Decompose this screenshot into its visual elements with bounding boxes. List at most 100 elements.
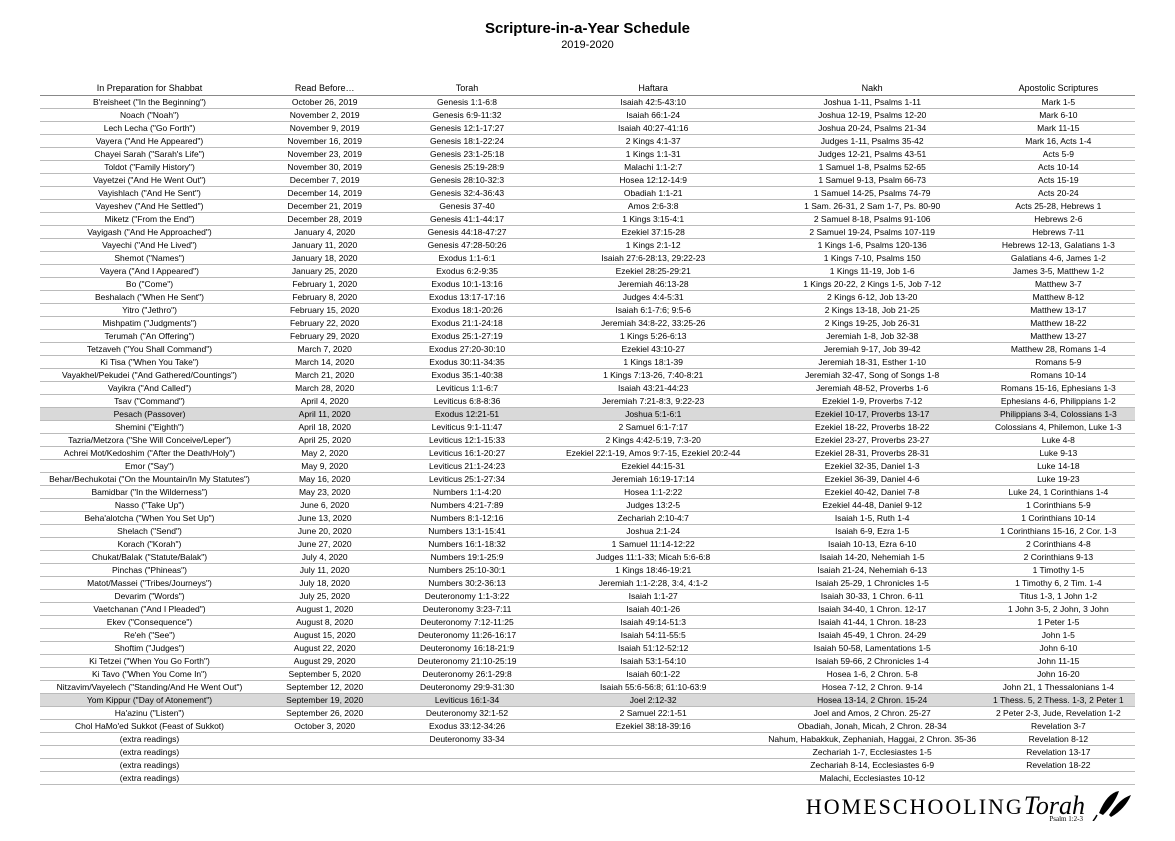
table-cell: Ezekiel 10-17, Proverbs 13-17 bbox=[763, 408, 982, 421]
table-cell: 1 Kings 1:1-31 bbox=[544, 148, 763, 161]
table-row: Shelach ("Send")June 20, 2020Numbers 13:… bbox=[40, 525, 1135, 538]
table-cell: September 12, 2020 bbox=[259, 681, 390, 694]
table-cell: Beha'alotcha ("When You Set Up") bbox=[40, 512, 259, 525]
table-cell: Hosea 1:1-2:22 bbox=[544, 486, 763, 499]
table-cell: Exodus 18:1-20:26 bbox=[390, 304, 543, 317]
table-cell: Exodus 6:2-9:35 bbox=[390, 265, 543, 278]
table-cell: Ezekiel 32-35, Daniel 1-3 bbox=[763, 460, 982, 473]
table-cell: Isaiah 25-29, 1 Chronicles 1-5 bbox=[763, 577, 982, 590]
table-cell: Leviticus 25:1-27:34 bbox=[390, 473, 543, 486]
table-cell: September 5, 2020 bbox=[259, 668, 390, 681]
table-cell bbox=[982, 772, 1135, 785]
table-cell: June 20, 2020 bbox=[259, 525, 390, 538]
table-cell: Isaiah 66:1-24 bbox=[544, 109, 763, 122]
table-cell: 2 Kings 6-12, Job 13-20 bbox=[763, 291, 982, 304]
table-cell: February 22, 2020 bbox=[259, 317, 390, 330]
table-cell: Deuteronomy 7:12-11:25 bbox=[390, 616, 543, 629]
table-cell: June 13, 2020 bbox=[259, 512, 390, 525]
table-cell: Deuteronomy 21:10-25:19 bbox=[390, 655, 543, 668]
table-row: Yom Kippur ("Day of Atonement")September… bbox=[40, 694, 1135, 707]
table-cell: Vayetzei ("And He Went Out") bbox=[40, 174, 259, 187]
table-row: Matot/Massei ("Tribes/Journeys")July 18,… bbox=[40, 577, 1135, 590]
table-row: B'reisheet ("In the Beginning")October 2… bbox=[40, 96, 1135, 109]
table-cell: Matthew 28, Romans 1-4 bbox=[982, 343, 1135, 356]
table-cell: June 27, 2020 bbox=[259, 538, 390, 551]
table-cell: Vayera ("And I Appeared") bbox=[40, 265, 259, 278]
table-cell: Pesach (Passover) bbox=[40, 408, 259, 421]
table-header-row: In Preparation for Shabbat Read Before… … bbox=[40, 81, 1135, 96]
table-cell bbox=[259, 772, 390, 785]
table-cell: Judges 13:2-5 bbox=[544, 499, 763, 512]
table-cell: 1 Corinthians 5-9 bbox=[982, 499, 1135, 512]
table-row: Shemot ("Names")January 18, 2020Exodus 1… bbox=[40, 252, 1135, 265]
table-cell: Acts 10-14 bbox=[982, 161, 1135, 174]
table-cell: Leviticus 12:1-15:33 bbox=[390, 434, 543, 447]
table-cell: Amos 2:6-3:8 bbox=[544, 200, 763, 213]
table-cell: Isaiah 40:1-26 bbox=[544, 603, 763, 616]
table-cell: Isaiah 14-20, Nehemiah 1-5 bbox=[763, 551, 982, 564]
table-cell: Isaiah 45-49, 1 Chron. 24-29 bbox=[763, 629, 982, 642]
table-row: Vaetchanan ("And I Pleaded")August 1, 20… bbox=[40, 603, 1135, 616]
table-cell: 1 Timothy 1-5 bbox=[982, 564, 1135, 577]
table-cell: Hebrews 12-13, Galatians 1-3 bbox=[982, 239, 1135, 252]
table-row: Behar/Bechukotai ("On the Mountain/In My… bbox=[40, 473, 1135, 486]
table-cell: Joshua 2:1-24 bbox=[544, 525, 763, 538]
table-row: Yitro ("Jethro")February 15, 2020Exodus … bbox=[40, 304, 1135, 317]
table-cell: Joshua 20-24, Psalms 21-34 bbox=[763, 122, 982, 135]
table-cell: Isaiah 1-5, Ruth 1-4 bbox=[763, 512, 982, 525]
table-cell: Jeremiah 1:1-2:28, 3:4, 4:1-2 bbox=[544, 577, 763, 590]
table-row: Ki Tavo ("When You Come In")September 5,… bbox=[40, 668, 1135, 681]
table-cell: Terumah ("An Offering") bbox=[40, 330, 259, 343]
table-cell: Mark 6-10 bbox=[982, 109, 1135, 122]
table-cell: July 11, 2020 bbox=[259, 564, 390, 577]
table-cell: December 14, 2019 bbox=[259, 187, 390, 200]
table-cell: John 1-5 bbox=[982, 629, 1135, 642]
table-cell: Isaiah 43:21-44:23 bbox=[544, 382, 763, 395]
table-row: Nitzavim/Vayelech ("Standing/And He Went… bbox=[40, 681, 1135, 694]
table-cell: March 7, 2020 bbox=[259, 343, 390, 356]
table-cell: September 19, 2020 bbox=[259, 694, 390, 707]
table-row: Ki Tetzei ("When You Go Forth")August 29… bbox=[40, 655, 1135, 668]
table-cell: Mark 11-15 bbox=[982, 122, 1135, 135]
table-cell: Luke 14-18 bbox=[982, 460, 1135, 473]
table-cell: Luke 19-23 bbox=[982, 473, 1135, 486]
table-cell: 1 Sam. 26-31, 2 Sam 1-7, Ps. 80-90 bbox=[763, 200, 982, 213]
table-cell: Vayera ("And He Appeared") bbox=[40, 135, 259, 148]
table-cell: August 8, 2020 bbox=[259, 616, 390, 629]
table-cell: Jeremiah 9-17, Job 39-42 bbox=[763, 343, 982, 356]
table-cell: Lech Lecha ("Go Forth") bbox=[40, 122, 259, 135]
table-row: (extra readings)Zechariah 1-7, Ecclesias… bbox=[40, 746, 1135, 759]
table-cell: (extra readings) bbox=[40, 733, 259, 746]
table-row: Vayechi ("And He Lived")January 11, 2020… bbox=[40, 239, 1135, 252]
table-cell: 2 Corinthians 9-13 bbox=[982, 551, 1135, 564]
table-cell: 2 Kings 13-18, Job 21-25 bbox=[763, 304, 982, 317]
table-cell bbox=[544, 733, 763, 746]
table-cell: 2 Samuel 19-24, Psalms 107-119 bbox=[763, 226, 982, 239]
table-cell: Vaetchanan ("And I Pleaded") bbox=[40, 603, 259, 616]
table-row: Beha'alotcha ("When You Set Up")June 13,… bbox=[40, 512, 1135, 525]
col-nakh: Nakh bbox=[763, 81, 982, 96]
table-cell: Shemini ("Eighth") bbox=[40, 421, 259, 434]
table-cell: August 15, 2020 bbox=[259, 629, 390, 642]
table-cell: Vayigash ("And He Approached") bbox=[40, 226, 259, 239]
logo-text: HOMESCHOOLING bbox=[806, 794, 1024, 819]
table-cell: Malachi, Ecclesiastes 10-12 bbox=[763, 772, 982, 785]
table-cell: John 6-10 bbox=[982, 642, 1135, 655]
table-cell: Vayechi ("And He Lived") bbox=[40, 239, 259, 252]
table-cell: Leviticus 9:1-11:47 bbox=[390, 421, 543, 434]
table-cell: Tetzaveh ("You Shall Command") bbox=[40, 343, 259, 356]
table-cell: Numbers 4:21-7:89 bbox=[390, 499, 543, 512]
table-row: Vayera ("And I Appeared")January 25, 202… bbox=[40, 265, 1135, 278]
table-cell: 2 Samuel 6:1-7:17 bbox=[544, 421, 763, 434]
table-cell: Luke 24, 1 Corinthians 1-4 bbox=[982, 486, 1135, 499]
table-cell: Isaiah 10-13, Ezra 6-10 bbox=[763, 538, 982, 551]
table-cell: Romans 15-16, Ephesians 1-3 bbox=[982, 382, 1135, 395]
table-cell: Leviticus 16:1-34 bbox=[390, 694, 543, 707]
table-cell: Ezekiel 28:25-29:21 bbox=[544, 265, 763, 278]
table-cell: Bamidbar ("In the Wilderness") bbox=[40, 486, 259, 499]
table-row: Noach ("Noah")November 2, 2019Genesis 6:… bbox=[40, 109, 1135, 122]
table-cell: December 21, 2019 bbox=[259, 200, 390, 213]
table-row: Chayei Sarah ("Sarah's Life")November 23… bbox=[40, 148, 1135, 161]
table-cell: October 3, 2020 bbox=[259, 720, 390, 733]
table-cell: Ki Tavo ("When You Come In") bbox=[40, 668, 259, 681]
